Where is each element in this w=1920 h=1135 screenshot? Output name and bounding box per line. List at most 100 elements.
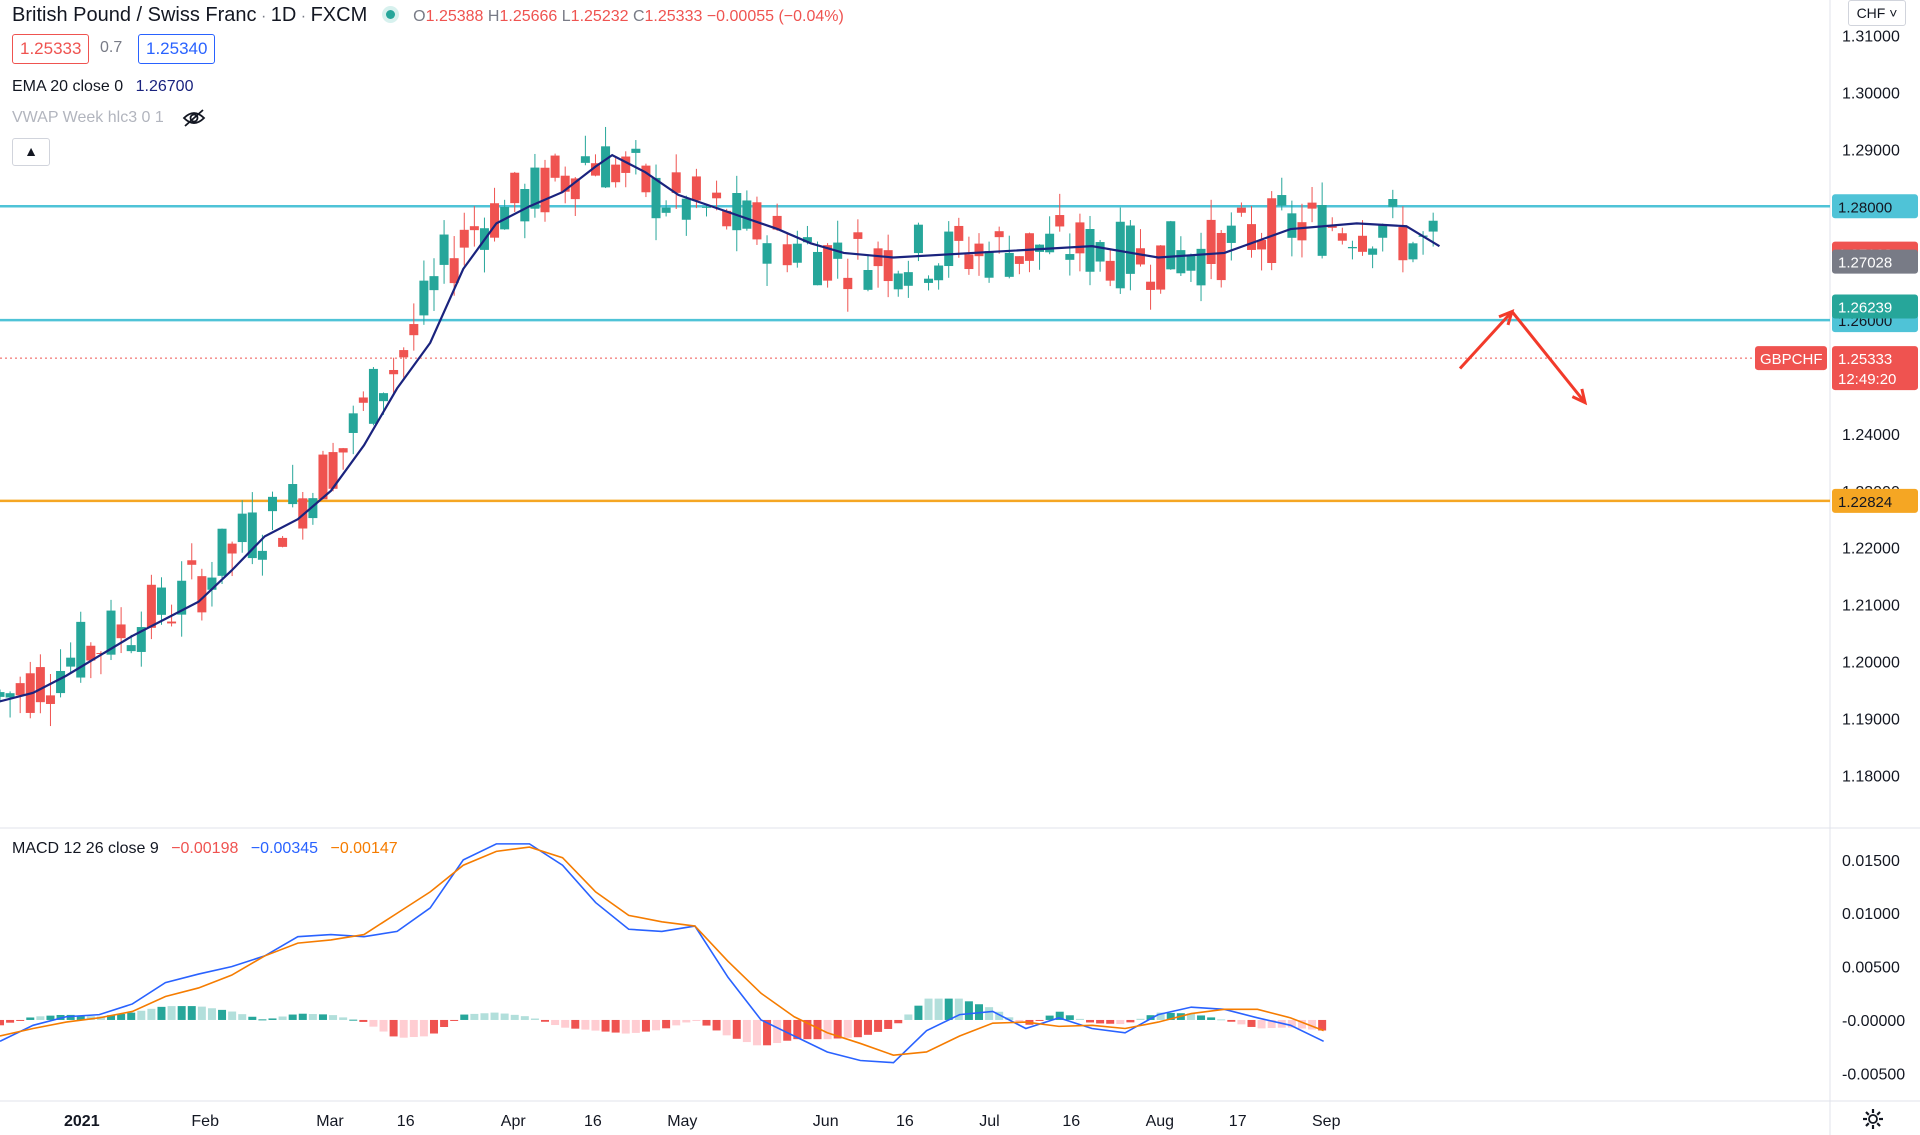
interval[interactable]: 1D	[270, 4, 297, 26]
candle-body[interactable]	[439, 234, 449, 265]
candle-body[interactable]	[177, 580, 187, 615]
candle-body[interactable]	[76, 621, 86, 678]
candle-body[interactable]	[843, 277, 853, 290]
candle-body[interactable]	[823, 245, 833, 281]
candle-body[interactable]	[954, 225, 964, 241]
candle-body[interactable]	[913, 224, 923, 254]
price-axis-bg[interactable]	[1830, 0, 1920, 1135]
candle-body[interactable]	[66, 657, 76, 667]
candle-body[interactable]	[328, 452, 338, 489]
candle-body[interactable]	[368, 368, 378, 424]
candle-body[interactable]	[984, 251, 994, 278]
candle-body[interactable]	[409, 324, 419, 336]
candle-body[interactable]	[1368, 248, 1378, 255]
candle-body[interactable]	[1428, 220, 1438, 232]
projection-arrow-line[interactable]	[1510, 310, 1587, 404]
candle-body[interactable]	[853, 232, 863, 239]
candle-body[interactable]	[1216, 232, 1226, 281]
candle-body[interactable]	[298, 498, 308, 529]
candle-body[interactable]	[883, 250, 893, 282]
currency-button[interactable]: CHF ˅	[1848, 0, 1906, 26]
candle-body[interactable]	[197, 576, 207, 613]
candle-body[interactable]	[237, 513, 247, 543]
candle-body[interactable]	[1024, 233, 1034, 261]
signal-line[interactable]	[0, 846, 1324, 1056]
candle-body[interactable]	[1327, 225, 1337, 228]
ema-legend[interactable]: EMA 20 close 0 1.26700	[12, 78, 193, 96]
candle-body[interactable]	[510, 172, 520, 204]
candle-body[interactable]	[1347, 246, 1357, 249]
candle-body[interactable]	[1166, 221, 1176, 270]
candle-body[interactable]	[944, 231, 954, 267]
candle-body[interactable]	[56, 670, 66, 694]
candle-body[interactable]	[1277, 195, 1287, 206]
candle-body[interactable]	[0, 692, 5, 697]
candle-body[interactable]	[782, 244, 792, 266]
candle-body[interactable]	[1236, 207, 1246, 213]
candle-body[interactable]	[146, 584, 156, 628]
symbol-name[interactable]: British Pound / Swiss Franc	[12, 4, 257, 26]
candle-body[interactable]	[1135, 248, 1145, 265]
candle-body[interactable]	[419, 280, 429, 316]
ema-line[interactable]	[0, 153, 1441, 703]
candle-body[interactable]	[681, 198, 691, 220]
candle-body[interactable]	[530, 167, 540, 209]
candle-body[interactable]	[550, 155, 560, 178]
candle-body[interactable]	[318, 454, 328, 500]
candle-body[interactable]	[671, 172, 681, 193]
candle-body[interactable]	[1246, 224, 1256, 250]
candle-body[interactable]	[257, 550, 267, 560]
candle-body[interactable]	[964, 254, 974, 270]
candle-body[interactable]	[1317, 205, 1327, 256]
projection-arrow-line[interactable]	[1458, 310, 1514, 370]
candle-body[interactable]	[126, 645, 136, 652]
candle-body[interactable]	[449, 258, 459, 284]
candle-body[interactable]	[247, 512, 257, 559]
vwap-legend[interactable]: VWAP Week hlc3 0 1	[12, 109, 164, 127]
candle-body[interactable]	[1378, 225, 1388, 238]
candle-body[interactable]	[994, 231, 1004, 238]
candle-body[interactable]	[1388, 199, 1398, 207]
macd-line[interactable]	[0, 843, 1324, 1064]
candle-body[interactable]	[96, 653, 106, 655]
candle-body[interactable]	[227, 543, 237, 554]
candle-body[interactable]	[1115, 221, 1125, 289]
candle-body[interactable]	[570, 178, 580, 200]
candle-body[interactable]	[1257, 239, 1267, 250]
candle-body[interactable]	[1075, 222, 1085, 254]
candle-body[interactable]	[86, 645, 96, 661]
candle-body[interactable]	[863, 269, 873, 290]
candle-body[interactable]	[1176, 250, 1186, 274]
candle-body[interactable]	[732, 192, 742, 231]
candle-body[interactable]	[742, 200, 752, 229]
candle-body[interactable]	[490, 203, 500, 238]
candle-body[interactable]	[520, 189, 530, 222]
candle-body[interactable]	[389, 369, 399, 375]
candle-body[interactable]	[1358, 235, 1368, 252]
candle-body[interactable]	[308, 498, 318, 519]
candle-body[interactable]	[278, 537, 288, 547]
candle-body[interactable]	[1065, 254, 1075, 260]
candle-body[interactable]	[1297, 222, 1307, 241]
candle-body[interactable]	[217, 528, 227, 576]
candle-body[interactable]	[873, 248, 883, 267]
candle-body[interactable]	[429, 276, 439, 291]
candle-body[interactable]	[358, 397, 368, 403]
candle-body[interactable]	[167, 621, 177, 624]
bid-price-box[interactable]: 1.25333	[12, 34, 90, 64]
candle-body[interactable]	[1146, 281, 1156, 290]
candle-body[interactable]	[712, 192, 722, 199]
candle-body[interactable]	[136, 627, 146, 652]
candle-body[interactable]	[1196, 248, 1206, 286]
candle-body[interactable]	[106, 610, 116, 655]
candle-body[interactable]	[379, 393, 389, 402]
candle-body[interactable]	[651, 177, 661, 219]
candle-body[interactable]	[1085, 229, 1095, 272]
candle-body[interactable]	[934, 265, 944, 281]
candle-body[interactable]	[5, 693, 15, 698]
candle-body[interactable]	[661, 207, 671, 213]
candle-body[interactable]	[1125, 225, 1135, 274]
candle-body[interactable]	[691, 176, 701, 201]
candle-body[interactable]	[601, 146, 611, 188]
